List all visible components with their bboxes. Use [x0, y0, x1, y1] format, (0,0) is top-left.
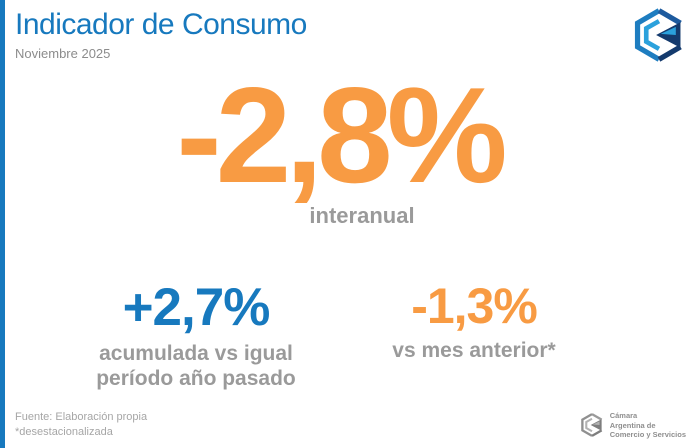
footer-source: Fuente: Elaboración propia *desestaciona…	[15, 410, 147, 440]
accumulated-metric-value: +2,7%	[122, 277, 271, 337]
org-name-line1: Cámara	[609, 410, 638, 420]
org-name-line2: Argentina de	[609, 420, 656, 430]
footer-org-name: Cámara Argentina de Comercio y Servicios	[610, 411, 686, 440]
cac-hexagon-logo-gray-icon	[580, 413, 602, 438]
page-subtitle: Noviembre 2025	[15, 45, 111, 61]
source-text: Fuente: Elaboración propia	[15, 411, 148, 424]
main-metric-label: interanual	[309, 202, 415, 228]
cac-hexagon-logo-icon	[630, 6, 688, 64]
header: Indicador de Consumo Noviembre 2025	[0, 0, 696, 61]
main-metric-value: -2,8%	[176, 58, 507, 211]
left-accent-bar	[0, 0, 5, 448]
mom-metric-value: -1,3%	[411, 277, 538, 334]
metric-accumulated: +2,7% acumulada vs igual período año pas…	[40, 277, 352, 393]
mom-metric-label: vs mes anterior*	[392, 338, 556, 362]
metric-month-over-month: -1,3% vs mes anterior*	[360, 277, 588, 393]
page-title: Indicador de Consumo	[15, 8, 307, 41]
org-name-line3: Comercio y Servicios	[609, 430, 686, 440]
main-content: -2,8% interanual +2,7% acumulada vs igua…	[0, 58, 696, 393]
footnote-text: *desestacionalizada	[15, 426, 113, 439]
footer-org-logo: Cámara Argentina de Comercio y Servicios	[579, 411, 686, 440]
accumulated-metric-label: acumulada vs igual período año pasado	[96, 341, 296, 391]
secondary-metrics-row: +2,7% acumulada vs igual período año pas…	[0, 277, 696, 393]
